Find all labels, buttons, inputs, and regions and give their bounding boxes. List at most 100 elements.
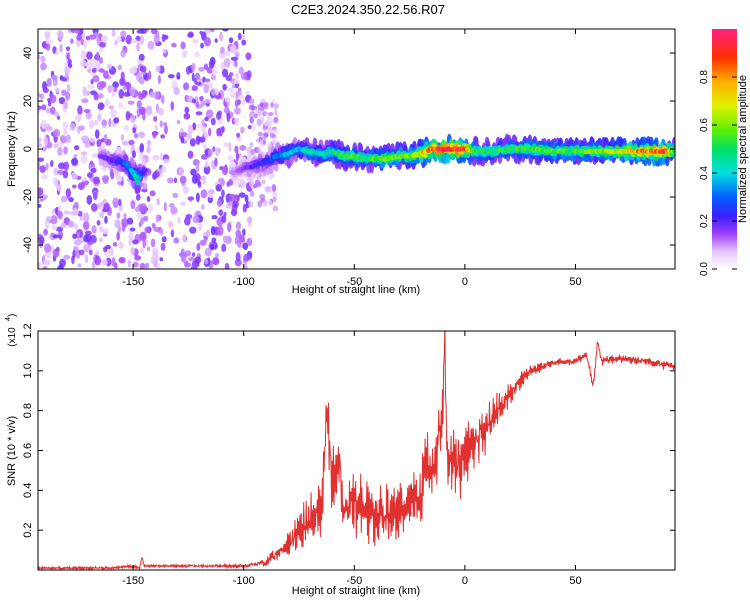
spectrogram-noise-blob: [112, 242, 118, 247]
spectrogram-noise-blob: [215, 147, 220, 157]
spectrogram-noise-blob: [236, 132, 241, 138]
spectrogram-noise-blob: [161, 236, 167, 243]
spectrogram-noise-blob: [116, 36, 122, 43]
spectrogram-noise-blob: [156, 263, 161, 269]
spectrogram-noise-blob: [63, 100, 68, 110]
spectrogram-noise-blob: [51, 208, 55, 215]
spectrogram-noise-blob: [52, 234, 60, 239]
spectrogram-noise-blob: [248, 112, 255, 119]
spectrogram-noise-blob: [224, 235, 232, 245]
spectrogram-noise-blob: [88, 120, 95, 129]
spectrogram-noise-blob: [118, 89, 125, 99]
spectrogram-noise-blob: [59, 77, 68, 82]
spectrogram-noise-blob: [72, 233, 78, 240]
spectrogram-noise-blob: [238, 66, 244, 75]
snr-scale-close: ): [7, 314, 18, 317]
spectrogram-noise-blob: [246, 237, 253, 247]
spectrogram-noise-blob: [58, 234, 63, 241]
spectrogram-noise-blob: [58, 30, 64, 41]
spectrogram-noise-blob: [123, 212, 127, 220]
spectrogram-noise-blob: [259, 102, 264, 108]
spectrogram-noise-blob: [63, 146, 68, 155]
spectrogram-noise-blob: [118, 241, 124, 250]
spectrogram-noise-blob: [190, 168, 197, 176]
spectrogram-noise-blob: [50, 214, 58, 225]
spectrogram-noise-blob: [227, 222, 232, 233]
spectrogram-noise-blob: [92, 67, 97, 73]
spectrogram-noise-blob: [139, 231, 147, 242]
spectrogram-noise-blob: [187, 124, 194, 135]
spectrogram-noise-blob: [159, 120, 163, 128]
spectrogram-noise-blob: [200, 42, 205, 49]
spectrogram-noise-blob: [53, 128, 61, 138]
spectrogram-noise-blob: [66, 189, 71, 200]
spectrogram-noise-blob: [228, 142, 232, 152]
spectrogram-noise-blob: [128, 139, 135, 146]
snr-x-tick-label: -100: [233, 575, 255, 587]
spectrogram-noise-blob: [94, 249, 100, 256]
spectrogram-noise-blob: [56, 210, 63, 220]
spectrogram-noise-blob: [119, 77, 126, 86]
spectrogram-noise-blob: [204, 161, 209, 168]
spectrogram-noise-blob: [95, 51, 100, 62]
spectrogram-noise-blob: [235, 152, 240, 161]
spectrogram-noise-blob: [180, 248, 185, 254]
spectrogram-noise-blob: [140, 217, 144, 225]
spectrogram-noise-blob: [238, 192, 246, 198]
snr-scale-base: (x10: [7, 327, 18, 347]
snr-y-tick-label: 0.2: [22, 523, 34, 538]
spectrogram-noise-blob: [204, 29, 211, 34]
spectrogram-noise-blob: [187, 32, 194, 38]
spectrogram-noise-blob: [139, 262, 146, 269]
spectrogram-noise-blob: [100, 35, 108, 43]
spectrogram-noise-blob: [200, 100, 206, 107]
spectrogram-noise-blob: [221, 243, 227, 253]
spectrogram-noise-blob: [118, 256, 126, 264]
snr-scale-label: (x10 4 ): [5, 314, 18, 347]
spectrogram-noise-blob: [189, 138, 196, 147]
spectrogram-noise-blob: [67, 220, 75, 228]
spectrogram-noise-blob: [157, 107, 165, 116]
spectrogram-noise-blob: [182, 185, 189, 194]
spectrogram-noise-blob: [167, 74, 175, 79]
spectrogram-noise-blob: [73, 246, 79, 251]
spectrogram-noise-blob: [182, 50, 188, 58]
spectrogram-noise-blob: [63, 210, 70, 215]
spectrogram-noise-blob: [72, 174, 78, 180]
spectrogram-noise-blob: [91, 153, 99, 158]
spectrogram-noise-blob: [240, 126, 245, 134]
spectrogram-noise-blob: [88, 34, 97, 40]
spectrogram-noise-blob: [47, 39, 53, 45]
spectrogram-noise-blob: [234, 59, 238, 68]
spectrogram-noise-blob: [164, 124, 168, 135]
spectrogram-noise-blob: [45, 162, 49, 171]
spectrogram-noise-blob: [61, 89, 67, 96]
spectrogram-noise-blob: [199, 95, 204, 102]
snr-scale-exponent: 4: [5, 317, 12, 321]
spectrogram-noise-blob: [43, 136, 49, 146]
spectrogram-noise-blob: [272, 196, 277, 203]
spectrogram-noise-blob: [194, 72, 201, 81]
spectrogram-noise-blob: [228, 37, 234, 44]
spectrogram-noise-blob: [263, 102, 269, 110]
spectrogram-noise-blob: [152, 130, 157, 139]
spectrogram-noise-blob: [224, 262, 230, 269]
spectrogram-noise-blob: [199, 30, 203, 35]
spectrogram-noise-blob: [162, 158, 170, 164]
spectrogram-noise-blob: [83, 243, 90, 253]
spectrogram-noise-blob: [184, 250, 192, 257]
spectrogram-noise-blob: [195, 135, 201, 146]
spectrogram-noise-blob: [228, 87, 235, 94]
colorbar-gradient: [712, 29, 737, 269]
spectrogram-noise-blob: [122, 140, 129, 146]
spectrogram-noise-blob: [38, 261, 42, 268]
spectrogram-x-tick-label: -150: [122, 276, 144, 288]
spectrogram-noise-blob: [172, 192, 179, 198]
spectrogram-noise-blob: [129, 86, 136, 97]
spectrogram-noise-blob: [253, 183, 258, 189]
spectrogram-noise-blob: [77, 263, 82, 268]
spectrogram-noise-blob: [204, 247, 212, 257]
spectrogram-noise-blob: [54, 111, 60, 118]
spectrogram-noise-blob: [259, 193, 266, 200]
snr-x-tick-label: -150: [122, 575, 144, 587]
